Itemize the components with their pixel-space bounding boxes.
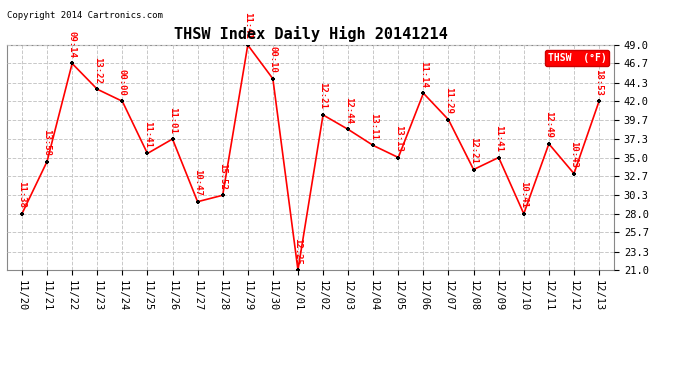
Text: 12:21: 12:21 [469,137,478,164]
Point [17,211,28,217]
Point [142,150,153,156]
Text: Copyright 2014 Cartronics.com: Copyright 2014 Cartronics.com [7,11,163,20]
Point [368,142,379,148]
Point [167,136,178,142]
Point [593,98,604,104]
Text: 10:47: 10:47 [193,169,202,196]
Point [267,76,278,82]
Text: 11:14: 11:14 [419,61,428,88]
Text: 00:10: 00:10 [268,46,277,73]
Text: 18:53: 18:53 [595,69,604,96]
Point [317,112,328,118]
Text: 12:21: 12:21 [319,82,328,109]
Point [393,154,404,160]
Text: 13:13: 13:13 [394,125,403,152]
Text: 11:41: 11:41 [494,125,503,152]
Text: 15:52: 15:52 [218,163,227,190]
Text: 10:41: 10:41 [520,181,529,208]
Text: 00:00: 00:00 [118,69,127,96]
Text: 11:29: 11:29 [444,87,453,114]
Point [418,90,429,96]
Point [543,141,554,147]
Point [117,98,128,104]
Point [41,159,52,165]
Text: 11:41: 11:41 [244,12,253,39]
Text: 11:41: 11:41 [143,121,152,148]
Point [518,211,529,217]
Point [92,86,103,92]
Point [343,126,354,132]
Text: 12:49: 12:49 [544,111,553,138]
Text: 11:38: 11:38 [17,181,26,208]
Text: 13:11: 13:11 [368,113,377,140]
Legend: THSW  (°F): THSW (°F) [544,50,609,66]
Point [468,166,479,172]
Text: 12:44: 12:44 [344,97,353,124]
Point [67,60,78,66]
Point [293,267,304,273]
Point [192,199,203,205]
Text: 13:22: 13:22 [92,57,101,84]
Title: THSW Index Daily High 20141214: THSW Index Daily High 20141214 [174,27,447,42]
Text: 09:14: 09:14 [68,31,77,58]
Point [242,42,253,48]
Text: 12:25: 12:25 [293,237,302,264]
Point [493,154,504,160]
Point [217,192,228,198]
Point [569,171,580,177]
Text: 13:58: 13:58 [43,129,52,156]
Point [443,117,454,123]
Text: 11:01: 11:01 [168,106,177,134]
Text: 10:43: 10:43 [569,141,578,168]
